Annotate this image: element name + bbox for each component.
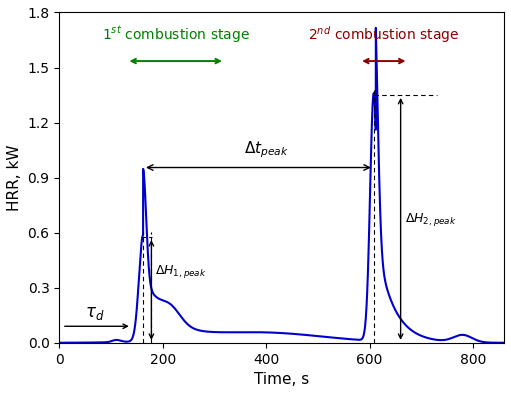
- Y-axis label: HRR, kW: HRR, kW: [7, 144, 22, 211]
- X-axis label: Time, s: Time, s: [254, 372, 309, 387]
- Text: $\Delta t_{peak}$: $\Delta t_{peak}$: [244, 139, 289, 160]
- Text: 2$^{nd}$ combustion stage: 2$^{nd}$ combustion stage: [308, 24, 459, 45]
- Text: $\Delta H_{2,peak}$: $\Delta H_{2,peak}$: [405, 211, 456, 228]
- Text: $\Delta H_{1,peak}$: $\Delta H_{1,peak}$: [155, 263, 206, 280]
- Text: $\tau_d$: $\tau_d$: [85, 304, 104, 322]
- Text: 1$^{st}$ combustion stage: 1$^{st}$ combustion stage: [102, 25, 250, 45]
